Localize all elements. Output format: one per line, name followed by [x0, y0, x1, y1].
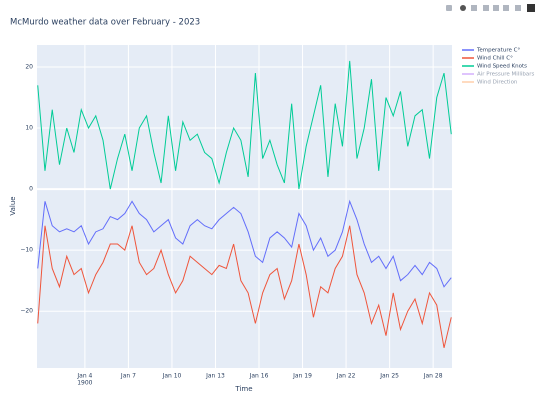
plot-background: [37, 45, 452, 368]
toolbar: [446, 4, 535, 12]
y-axis-title: Value: [9, 196, 17, 215]
y-tick-label: 10: [25, 125, 33, 132]
x-tick-label: Jan 16: [249, 373, 269, 380]
autoscale-button[interactable]: [503, 5, 509, 11]
series-line: [37, 225, 452, 348]
legend-item[interactable]: Wind Chill C°: [462, 56, 513, 62]
x-tick-label: Jan 19: [292, 373, 312, 380]
legend-label: Temperature C°: [476, 48, 520, 54]
y-tick-label: −20: [20, 308, 33, 315]
plotly-logo[interactable]: [527, 4, 535, 12]
x-tick-label: Jan 7: [120, 373, 136, 380]
x-tick-label: Jan 10: [162, 373, 182, 380]
legend-label: Wind Direction: [477, 80, 518, 86]
legend-item[interactable]: Wind Direction: [462, 80, 518, 86]
legend-label: Air Pressure Millibars: [477, 72, 535, 78]
reset-button[interactable]: [515, 5, 521, 11]
legend-label: Wind Speed Knots: [477, 64, 527, 70]
x-tick-label: Jan 22: [336, 373, 356, 380]
x-year-label: 1900: [77, 380, 92, 387]
legend-item[interactable]: Air Pressure Millibars: [462, 72, 535, 78]
series-line: [37, 199, 452, 288]
x-axis-title: Time: [234, 385, 252, 393]
pan-button[interactable]: [471, 5, 477, 11]
y-tick-label: −10: [20, 247, 33, 254]
chart-title: McMurdo weather data over February - 202…: [10, 18, 200, 28]
zoom-out-button[interactable]: [493, 5, 499, 11]
legend-item[interactable]: Wind Speed Knots: [462, 64, 527, 70]
x-tick-label: Jan 13: [205, 373, 225, 380]
series-line: [37, 60, 452, 190]
legend-item[interactable]: Temperature C°: [462, 48, 520, 54]
y-tick-label: 0: [29, 186, 33, 193]
legend-label: Wind Chill C°: [477, 56, 513, 62]
x-tick-label: Jan 4: [76, 373, 92, 380]
camera-button[interactable]: [446, 5, 452, 11]
zoom-button[interactable]: [460, 5, 466, 11]
x-tick-label: Jan 28: [423, 373, 443, 380]
x-tick-label: Jan 25: [379, 373, 399, 380]
y-tick-label: 20: [25, 63, 33, 70]
zoom-in-button[interactable]: [483, 5, 489, 11]
